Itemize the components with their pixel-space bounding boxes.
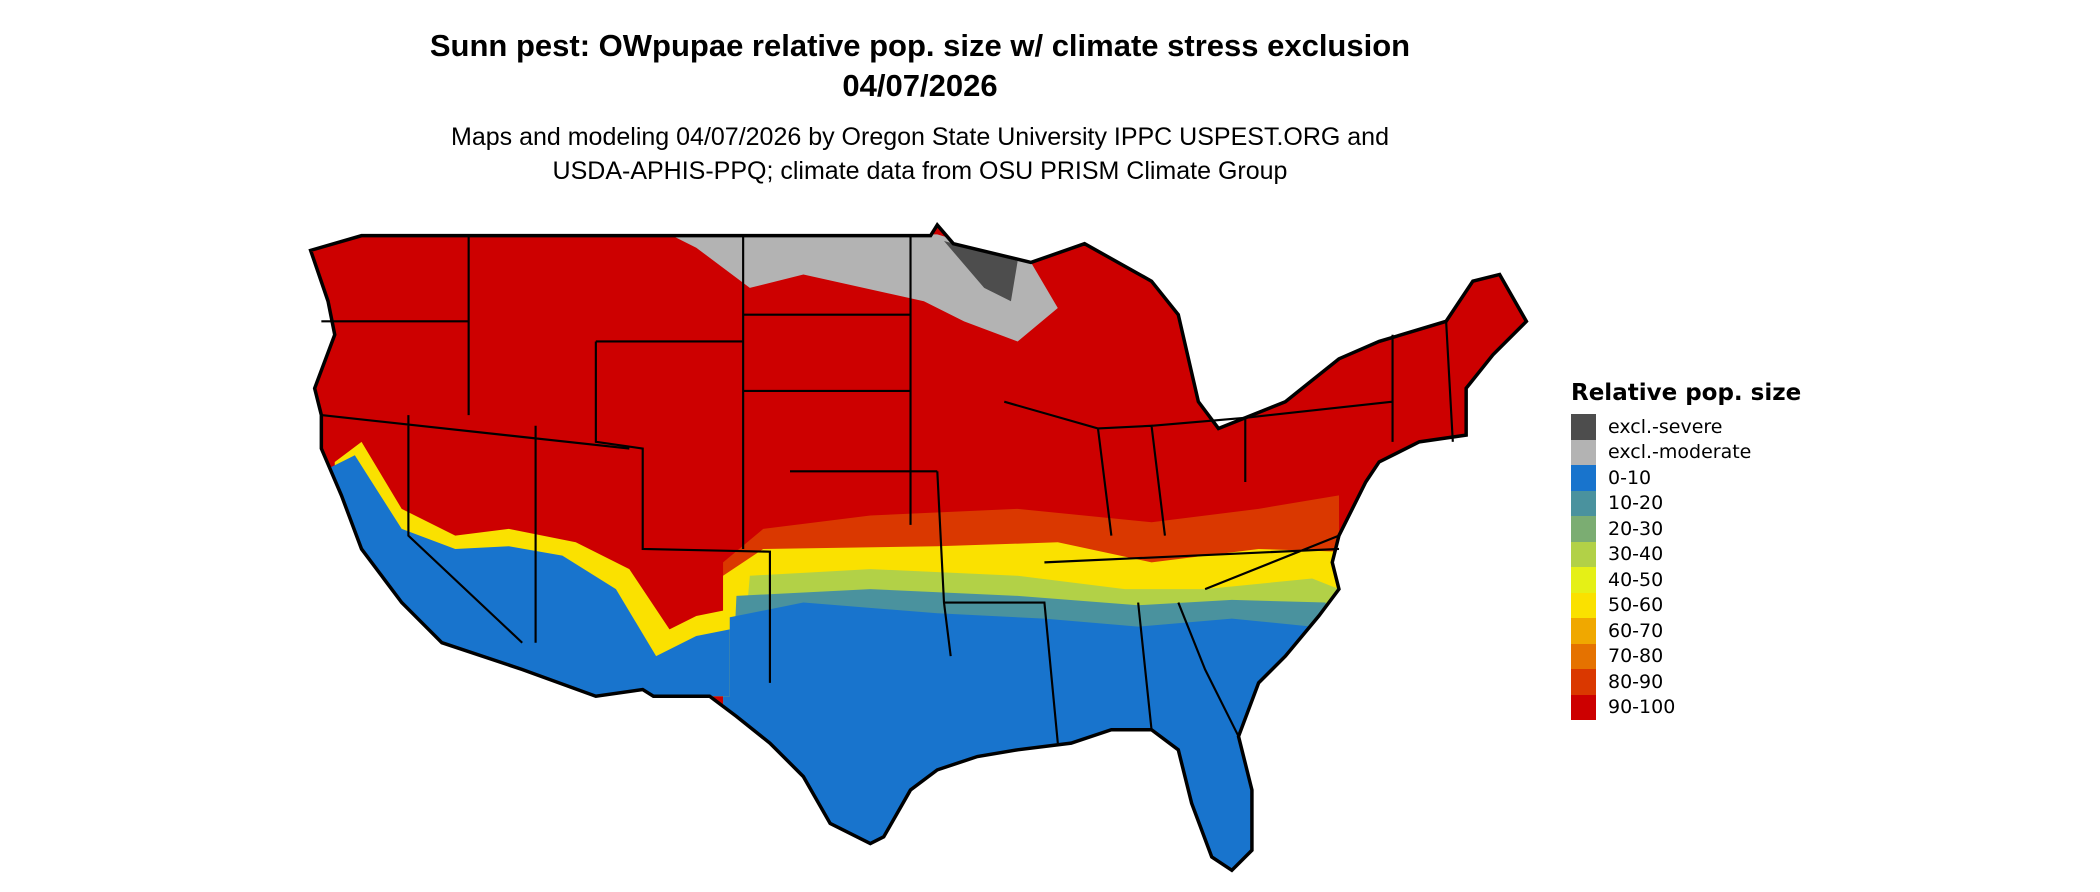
legend-swatch [1571,414,1596,440]
legend-swatch [1571,516,1596,542]
state-borders [309,223,1528,872]
legend-item: 40-50 [1571,567,1801,593]
legend-label: 10-20 [1608,492,1664,515]
legend-item: 60-70 [1571,618,1801,644]
legend-label: 90-100 [1608,696,1676,719]
map-title: Sunn pest: OWpupae relative pop. size w/… [429,28,1411,63]
legend-label: 70-80 [1608,645,1664,668]
legend-swatch [1571,618,1596,644]
legend-item: 20-30 [1571,516,1801,542]
legend-title: Relative pop. size [1571,380,1802,406]
legend-swatch [1571,694,1596,720]
legend-swatch [1571,465,1596,491]
legend-item: excl.-severe [1571,414,1801,440]
legend-swatch [1571,541,1596,567]
legend-label: 80-90 [1608,670,1664,693]
legend-item: 10-20 [1571,490,1801,516]
subtitle-line-2: USDA-APHIS-PPQ; climate data from OSU PR… [552,157,1288,185]
legend-swatch [1571,643,1596,669]
legend-item: 70-80 [1571,643,1801,669]
legend-label: excl.-severe [1608,415,1723,438]
legend-swatch [1571,669,1596,695]
map-date: 04/07/2026 [842,68,998,103]
legend-swatch [1571,490,1596,516]
legend-swatch [1571,439,1596,465]
legend-item: 30-40 [1571,541,1801,567]
legend-swatch [1571,592,1596,618]
legend-item: excl.-moderate [1571,439,1801,465]
legend: Relative pop. size excl.-severe excl.-mod… [1571,380,1801,720]
legend-label: 40-50 [1608,568,1664,591]
legend-item: 50-60 [1571,592,1801,618]
legend-label: 30-40 [1608,543,1664,566]
legend-label: 60-70 [1608,619,1664,642]
legend-label: excl.-moderate [1608,441,1752,464]
legend-item: 0-10 [1571,465,1801,491]
zone-0-10 [723,602,1339,871]
legend-label: 20-30 [1608,517,1664,540]
legend-item: 80-90 [1571,669,1801,695]
legend-label: 0-10 [1608,466,1652,489]
subtitle-line-1: Maps and modeling 04/07/2026 by Oregon S… [451,123,1389,151]
legend-item: 90-100 [1571,694,1801,720]
legend-label: 50-60 [1608,594,1664,617]
legend-swatch [1571,567,1596,593]
